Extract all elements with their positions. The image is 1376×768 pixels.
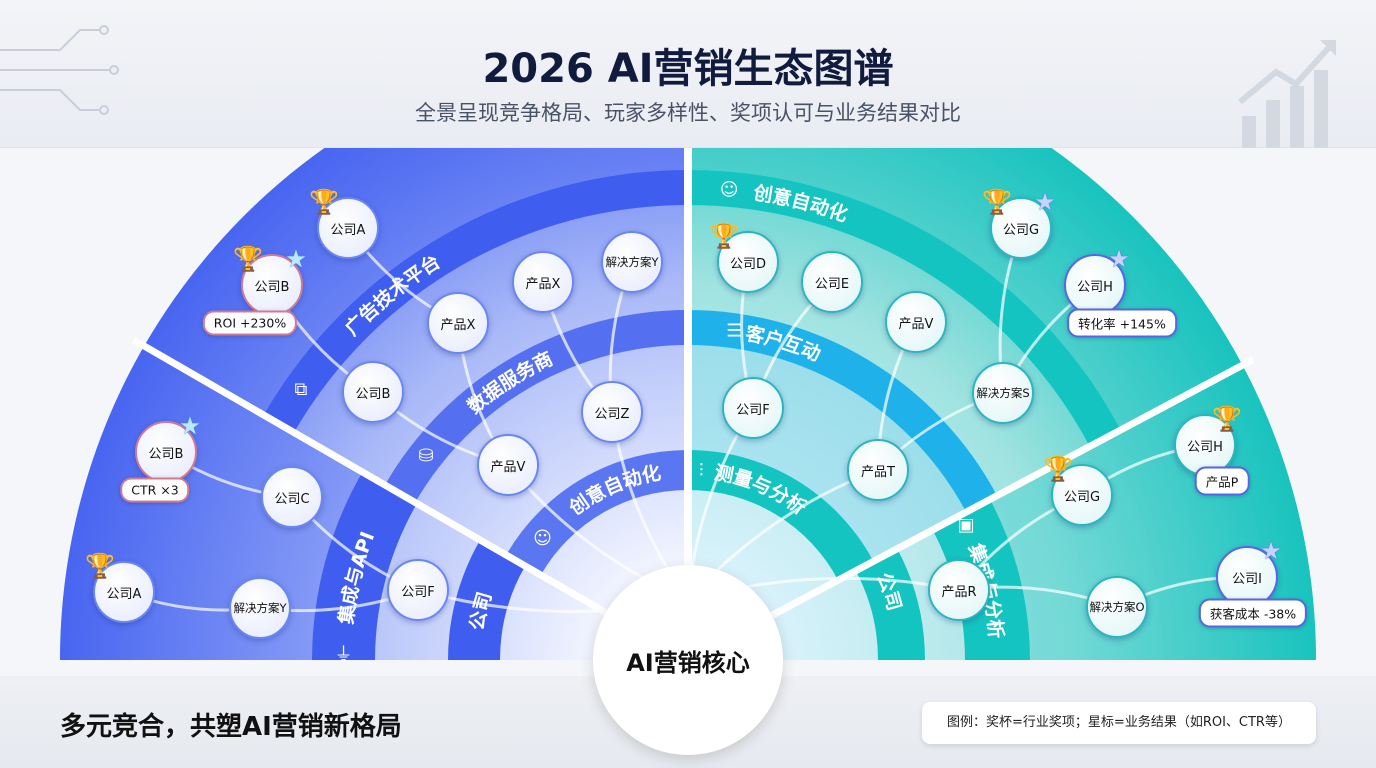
trophy-icon: 🏆 — [1212, 405, 1242, 433]
hierarchy-icon: ⧉ — [295, 379, 308, 400]
result-badge: 获客成本 -38% — [1198, 598, 1308, 628]
trophy-icon: 🏆 — [309, 188, 339, 216]
node-13[interactable]: 公司F — [387, 559, 449, 621]
node-3[interactable]: 产品X — [427, 292, 489, 354]
node-16[interactable]: 产品V — [885, 291, 947, 353]
robot-icon: ☺ — [720, 179, 739, 200]
ring-band — [506, 450, 688, 575]
node-17[interactable]: 公司G — [990, 197, 1052, 259]
trophy-icon: 🏆 — [233, 245, 263, 273]
star-icon: ★ — [285, 245, 307, 273]
ring-band — [263, 169, 688, 433]
node-4[interactable]: 产品X — [512, 251, 574, 313]
circuit-icon — [0, 25, 119, 115]
star-icon: ★ — [1108, 245, 1130, 273]
node-23[interactable]: 公司G — [1051, 464, 1113, 526]
ring-band — [312, 472, 417, 660]
ring-band — [448, 540, 526, 660]
page-subtitle: 全景呈现竞争格局、玩家多样性、奖项认可与业务结果对比 — [415, 101, 961, 125]
result-badge: ROI +230% — [202, 310, 298, 336]
node-25[interactable]: 产品R — [928, 559, 990, 621]
slogan: 多元竞合，共塑AI营销新格局 — [60, 712, 402, 742]
plug-icon: ⏚ — [335, 644, 353, 665]
node-7[interactable]: 公司Z — [581, 381, 643, 443]
node-20[interactable]: 公司F — [722, 377, 784, 439]
page-title: 2026 AI营销生态图谱 — [482, 46, 894, 92]
node-14[interactable]: 公司D — [717, 231, 779, 293]
node-22[interactable]: 公司H — [1174, 414, 1236, 476]
header: 2026 AI营销生态图谱 全景呈现竞争格局、玩家多样性、奖项认可与业务结果对比 — [0, 0, 1376, 148]
node-15[interactable]: 公司E — [801, 251, 863, 313]
node-26[interactable]: 解决方案O — [1086, 576, 1148, 638]
chart-icon: ⫶ — [699, 460, 704, 481]
growth-chart-icon — [1238, 40, 1336, 148]
node-12[interactable]: 解决方案Y — [229, 577, 291, 639]
ring-band — [688, 450, 874, 581]
node-10[interactable]: 公司C — [261, 466, 323, 528]
legend: 图例：奖杯=行业奖项；星标=业务结果（如ROI、CTR等） — [922, 702, 1316, 744]
sector-divider — [770, 356, 1255, 619]
robot-icon: ☺ — [533, 528, 552, 549]
trophy-icon: 🏆 — [1043, 455, 1073, 483]
node-21[interactable]: 产品T — [847, 439, 909, 501]
sector-right — [688, 32, 1316, 660]
star-icon: ★ — [1034, 188, 1056, 216]
node-24[interactable]: 公司I — [1216, 546, 1278, 608]
database-icon: ⛁ — [418, 445, 433, 466]
ring-band — [688, 310, 998, 513]
integration-icon: ▣ — [958, 514, 975, 535]
center-core: AI营销核心 — [593, 565, 783, 755]
trophy-icon: 🏆 — [85, 552, 115, 580]
result-badge: 产品P — [1194, 466, 1250, 496]
chat-icon: ☰ — [726, 321, 742, 342]
ring-band — [855, 548, 925, 660]
node-8[interactable]: 产品V — [477, 434, 539, 496]
ring-band — [688, 170, 1121, 447]
sector-divider — [131, 336, 608, 616]
node-9[interactable]: 公司B — [135, 421, 197, 483]
node-11[interactable]: 公司A — [93, 561, 155, 623]
star-icon: ★ — [1260, 537, 1282, 565]
node-19[interactable]: 解决方案S — [972, 362, 1034, 424]
node-1[interactable]: 公司A — [317, 197, 379, 259]
node-6[interactable]: 公司B — [342, 361, 404, 423]
trophy-icon: 🏆 — [709, 222, 739, 250]
node-2[interactable]: 公司B — [241, 254, 303, 316]
ring-band — [384, 310, 688, 503]
result-badge: CTR ×3 — [120, 477, 190, 503]
sector-left — [60, 32, 688, 660]
star-icon: ★ — [179, 412, 201, 440]
trophy-icon: 🏆 — [982, 188, 1012, 216]
result-badge: 转化率 +145% — [1067, 308, 1177, 338]
node-5[interactable]: 解决方案Y — [601, 231, 663, 293]
